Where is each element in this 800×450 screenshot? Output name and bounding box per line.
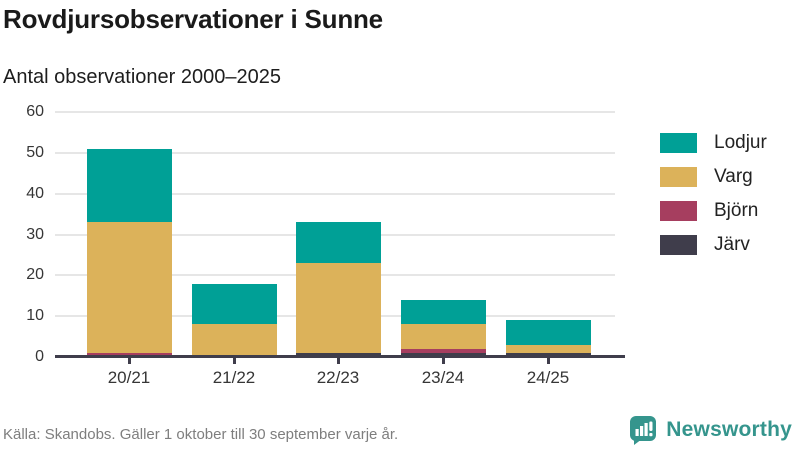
bar-23-24 [400,112,486,357]
newsworthy-logo: Newsworthy [628,415,792,445]
legend-swatch-björn [660,201,697,221]
bar-segment-varg [295,263,381,353]
legend-label-järv: Järv [714,234,750,255]
bar-segment-järv [505,352,591,357]
y-tick-label-50: 50 [26,143,44,161]
y-tick-label-40: 40 [26,184,44,202]
plot-area [55,111,615,357]
gridline-y-40 [55,192,615,195]
legend-item-varg: Varg [660,166,767,187]
x-tick-label-20-21: 20/21 [107,368,151,387]
legend-swatch-varg [660,167,697,187]
bar-segment-lodjur [295,222,381,264]
bar-segment-björn [86,352,172,357]
x-tick-23-24 [441,358,445,364]
source-note: Källa: Skandobs. Gäller 1 oktober till 3… [3,426,399,443]
gridline-y-60 [55,111,615,114]
bar-segment-varg [86,222,172,353]
y-tick-label-20: 20 [26,266,44,284]
y-tick-label-0: 0 [35,348,44,365]
bar-segment-järv [295,352,381,357]
legend-item-björn: Björn [660,200,767,221]
legend-label-lodjur: Lodjur [714,132,767,153]
y-tick-label-30: 30 [26,225,44,243]
y-tick-label-60: 60 [26,103,44,120]
bar-22-23 [295,112,381,357]
bar-24-25 [505,112,591,357]
brand-name: Newsworthy [666,418,792,441]
bar-segment-lodjur [86,148,172,223]
x-tick-label-22-23: 22/23 [316,368,360,387]
bar-21-22 [191,112,277,357]
bar-segment-varg [191,324,277,357]
bar-segment-järv [400,352,486,357]
legend-swatch-järv [660,235,697,255]
newsworthy-chart-bubble-icon [630,416,657,445]
bar-segment-lodjur [505,320,591,345]
legend-item-lodjur: Lodjur [660,132,767,153]
bar-segment-varg [400,324,486,349]
x-tick-21-22 [232,358,236,364]
x-tick-24-25 [546,358,550,364]
chart-subtitle: Antal observationer 2000–2025 [3,66,281,88]
page-title: Rovdjursobservationer i Sunne [3,4,383,34]
legend-swatch-lodjur [660,133,697,153]
bar-segment-björn [400,348,486,353]
x-tick-20-21 [127,358,131,364]
bar-segment-lodjur [191,283,277,325]
gridline-y-50 [55,151,615,154]
y-tick-label-10: 10 [26,307,44,325]
x-tick-label-21-22: 21/22 [212,368,256,387]
x-tick-22-23 [336,358,340,364]
x-tick-label-23-24: 23/24 [421,368,465,387]
bar-20-21 [86,112,172,357]
bar-segment-varg [505,344,591,353]
chart-legend: Lodjur Varg Björn Järv [660,132,767,269]
legend-label-björn: Björn [714,200,759,221]
x-axis-line [55,355,625,358]
legend-label-varg: Varg [714,166,753,187]
legend-item-järv: Järv [660,234,767,255]
x-tick-label-24-25: 24/25 [526,368,570,387]
bar-segment-lodjur [400,299,486,325]
